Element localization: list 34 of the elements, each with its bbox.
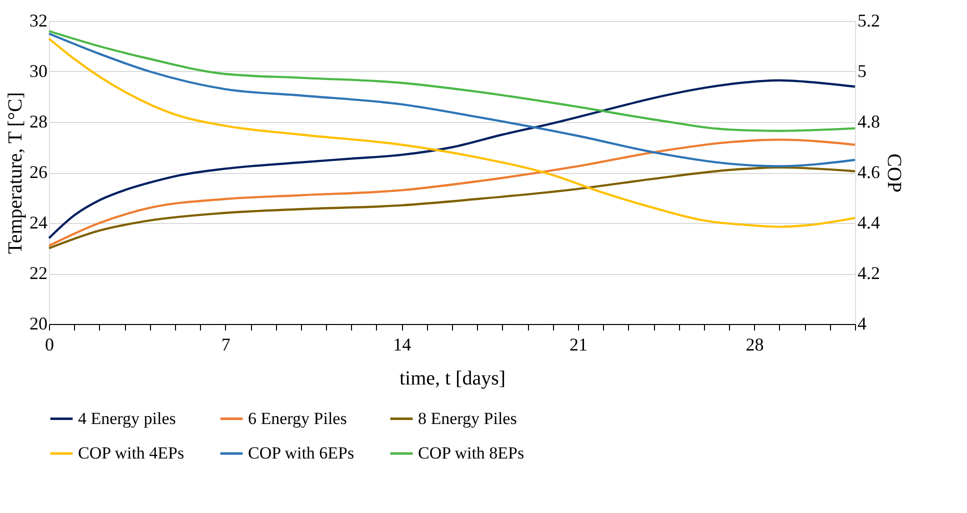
y-tick-label: 22 bbox=[30, 263, 48, 283]
x-tick-label: 0 bbox=[45, 334, 54, 354]
y2-tick-label: 4.6 bbox=[858, 162, 880, 182]
legend-label: COP with 8EPs bbox=[418, 444, 524, 462]
y-tick-label: 28 bbox=[30, 112, 48, 132]
legend-label: 8 Energy Piles bbox=[418, 408, 517, 428]
y2-tick-label: 5 bbox=[858, 61, 866, 81]
legend-label: 6 Energy Piles bbox=[248, 408, 347, 428]
y-tick-label: 30 bbox=[30, 61, 48, 81]
y2-tick-label: 4.8 bbox=[858, 112, 880, 132]
y-tick-label: 24 bbox=[30, 212, 48, 232]
y2-tick-label: 4.2 bbox=[858, 263, 880, 283]
y-axis-title: Temperature, T [°C] bbox=[4, 92, 26, 254]
x-tick-label: 7 bbox=[221, 334, 230, 354]
line-series bbox=[48, 38, 856, 228]
y2-axis-title: COP bbox=[883, 154, 905, 192]
y-tick-label: 20 bbox=[30, 314, 48, 334]
y2-tick-label: 5.2 bbox=[858, 10, 880, 30]
x-tick-label: 14 bbox=[393, 334, 412, 354]
legend-label: 4 Energy piles bbox=[78, 408, 176, 428]
line-series bbox=[48, 79, 856, 240]
line-series bbox=[48, 30, 856, 132]
line-series bbox=[48, 32, 856, 168]
x-tick-label: 28 bbox=[746, 334, 764, 354]
legend-label: COP with 6EPs bbox=[248, 444, 354, 462]
y-tick-label: 26 bbox=[30, 162, 48, 182]
y-tick-label: 32 bbox=[30, 10, 48, 30]
x-axis-title: time, t [days] bbox=[399, 368, 506, 390]
line-series bbox=[48, 138, 856, 247]
line-series bbox=[48, 166, 856, 250]
y2-tick-label: 4 bbox=[858, 314, 866, 334]
y2-tick-label: 4.4 bbox=[858, 212, 880, 232]
x-tick-label: 21 bbox=[569, 334, 588, 354]
legend-label: COP with 4EPs bbox=[78, 444, 184, 462]
